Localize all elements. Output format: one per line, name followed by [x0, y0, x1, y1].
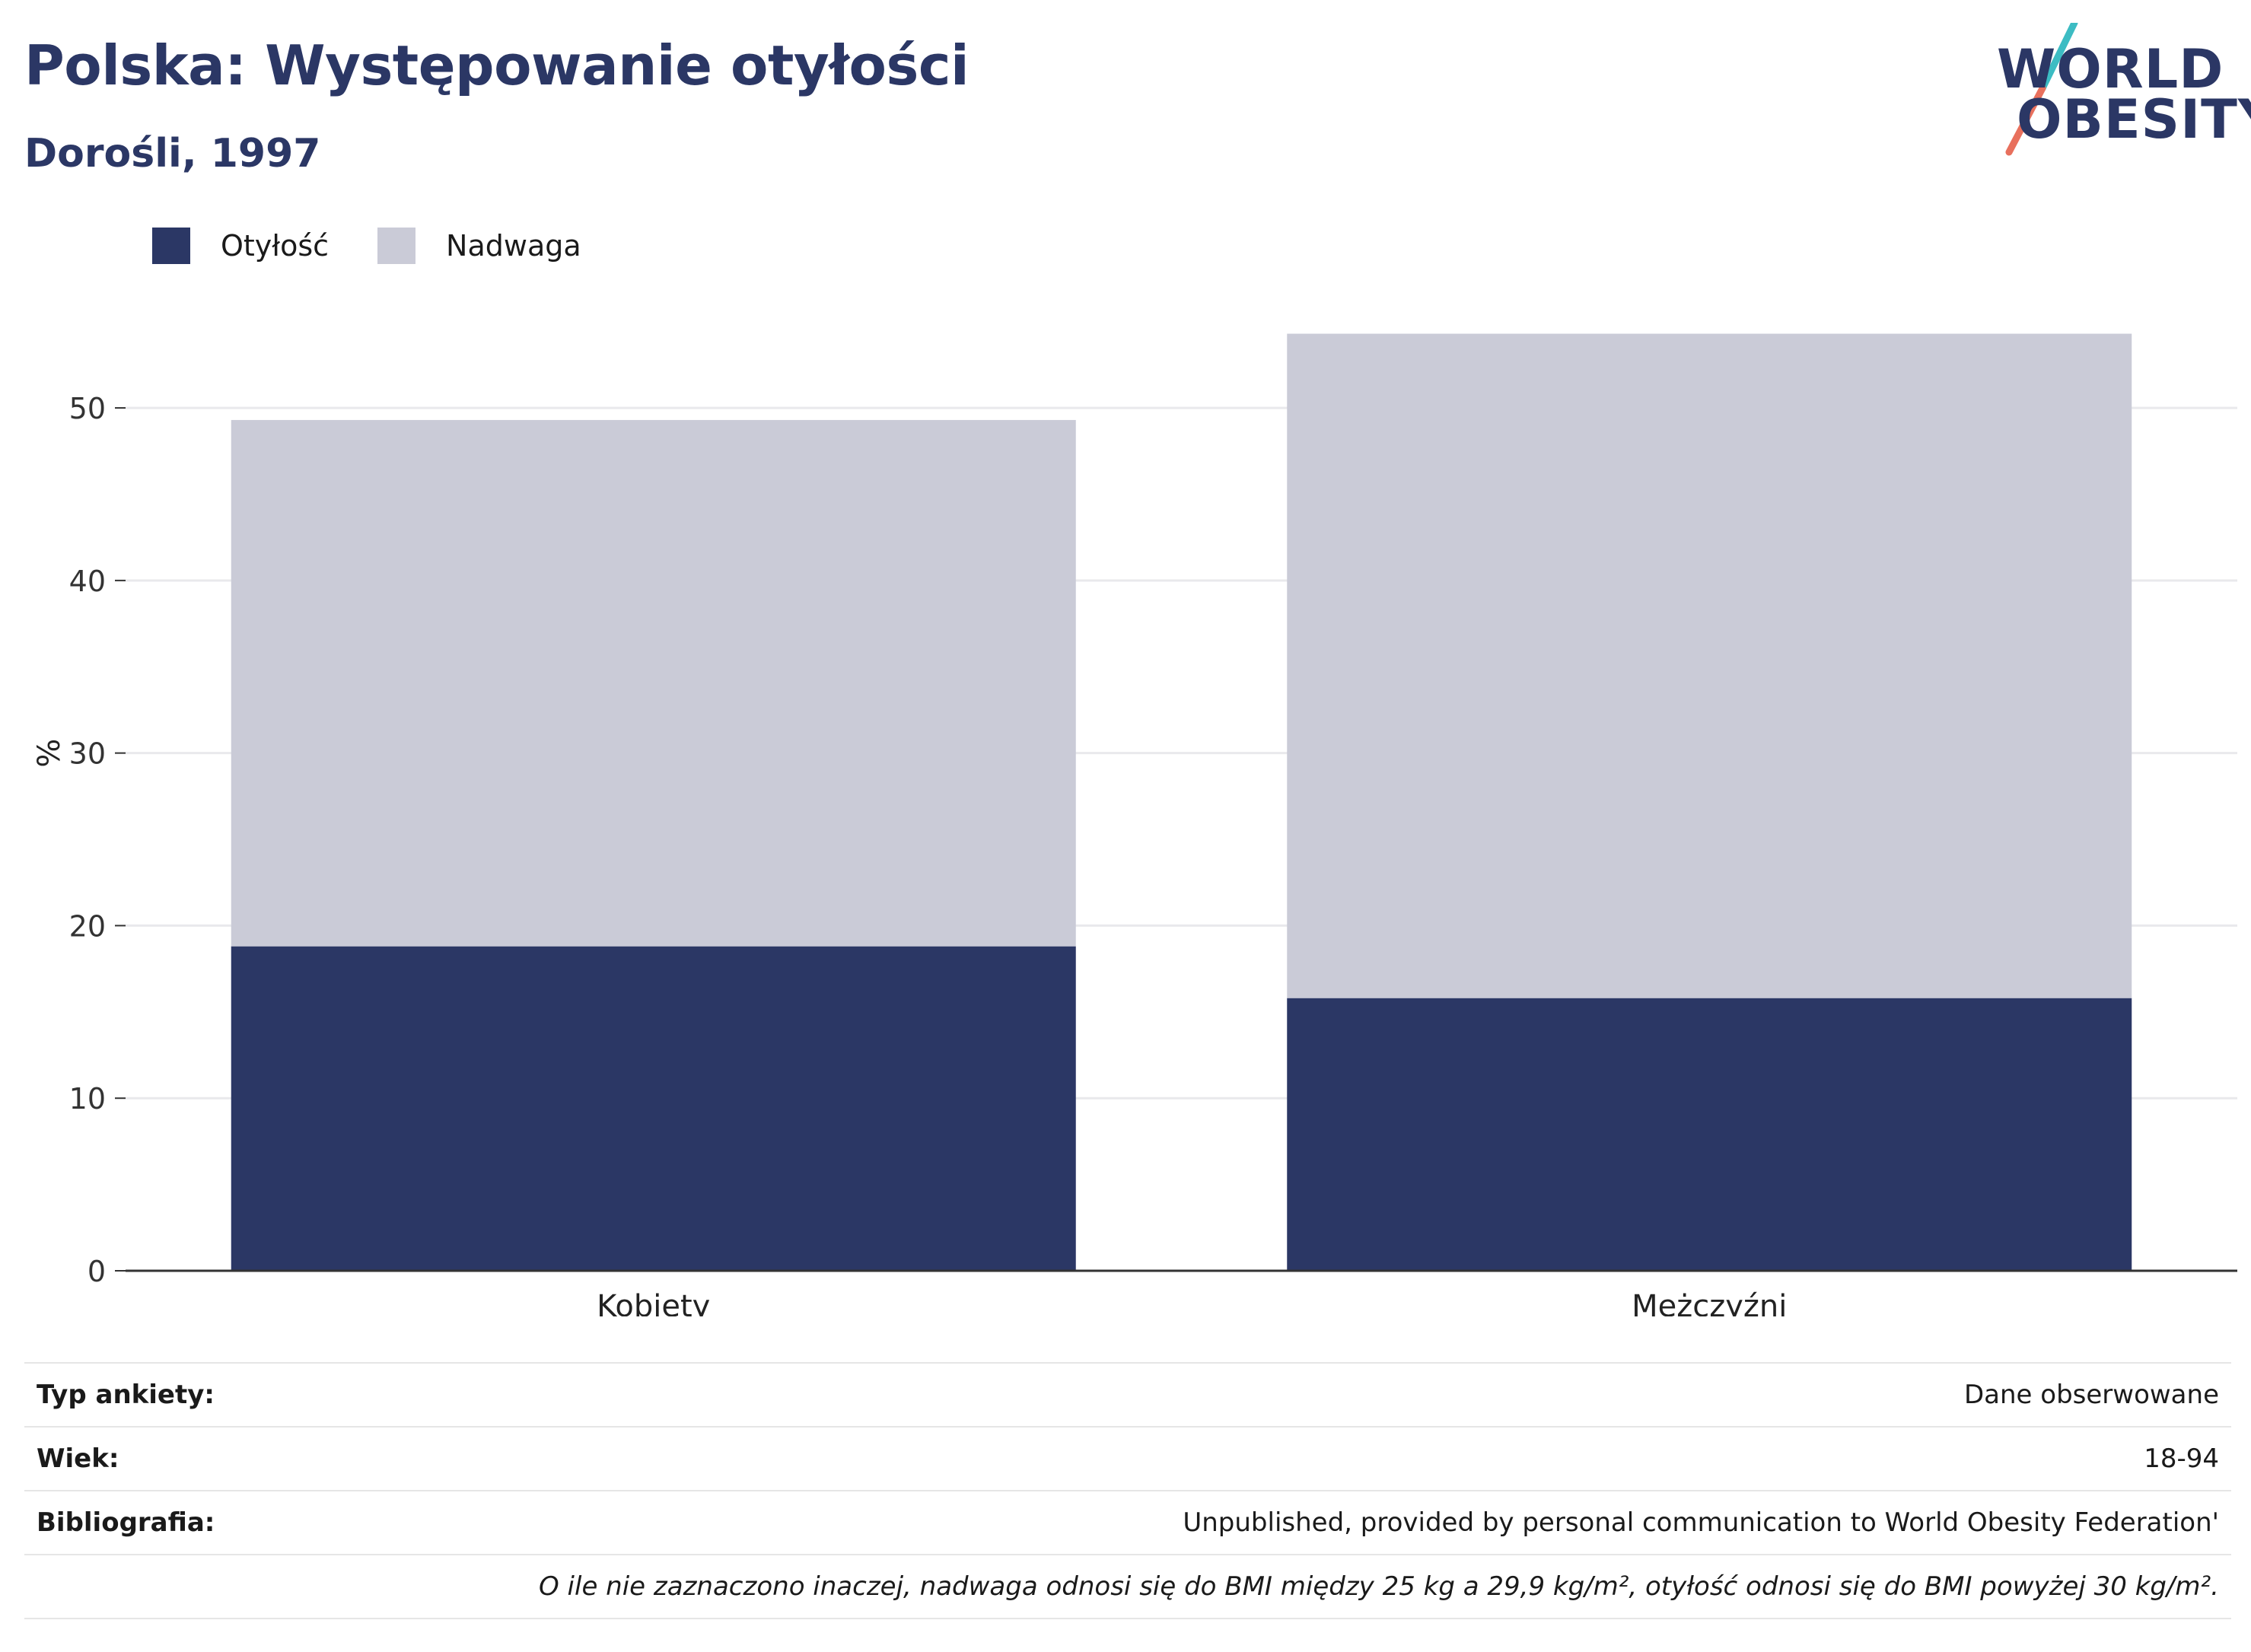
bar-obesity-0 — [231, 946, 1076, 1271]
stacked-bar-chart: 0 10 20 30 40 50% Kobiety Mężczyźni — [32, 333, 2237, 1316]
legend-item-obesity[interactable]: Otyłość — [152, 228, 329, 264]
y-tick-label: 10 — [69, 1082, 106, 1116]
bar-overweight-1 — [1287, 333, 2132, 998]
x-tick-label: Kobiety — [597, 1289, 710, 1316]
info-value-survey-type: Dane obserwowane — [1963, 1380, 2219, 1410]
x-tick-label: Mężczyźni — [1632, 1289, 1787, 1316]
world-obesity-logo: WORLD OBESITY — [1986, 23, 2251, 160]
y-tick-label: 50 — [69, 392, 106, 425]
legend-swatch-obesity — [152, 228, 190, 264]
chart-title: Polska: Występowanie otyłości — [24, 33, 969, 97]
legend-label-overweight: Nadwaga — [446, 229, 581, 263]
legend: Otyłość Nadwaga — [152, 227, 630, 265]
info-label-survey-type: Typ ankiety: — [37, 1380, 215, 1410]
info-label-bibliography: Bibliografia: — [37, 1507, 215, 1538]
y-axis-label: % — [32, 739, 67, 768]
info-row-bibliography: Bibliografia: Unpublished, provided by p… — [24, 1490, 2231, 1554]
y-tick-label: 20 — [69, 909, 106, 943]
bar-overweight-0 — [231, 419, 1076, 947]
legend-label-obesity: Otyłość — [221, 229, 330, 263]
bar-obesity-1 — [1287, 998, 2132, 1271]
logo-text-obesity: OBESITY — [2017, 88, 2251, 151]
info-row-note: O ile nie zaznaczono inaczej, nadwaga od… — [24, 1554, 2231, 1619]
chart-subtitle: Dorośli, 1997 — [24, 131, 321, 177]
info-row-survey-type: Typ ankiety: Dane obserwowane — [24, 1362, 2231, 1426]
y-tick-label: 30 — [69, 737, 106, 771]
info-row-age: Wiek: 18-94 — [24, 1426, 2231, 1490]
legend-item-overweight[interactable]: Nadwaga — [377, 228, 581, 264]
info-value-age: 18-94 — [2144, 1444, 2219, 1474]
info-label-age: Wiek: — [37, 1444, 119, 1474]
logo-text-world: WORLD — [1997, 38, 2224, 100]
logo-slash-icon — [2005, 23, 2078, 156]
info-value-bibliography: Unpublished, provided by personal commun… — [1183, 1507, 2219, 1538]
y-tick-label: 0 — [88, 1255, 106, 1288]
y-tick-label: 40 — [69, 565, 106, 598]
legend-swatch-overweight — [377, 228, 416, 264]
info-table: Typ ankiety: Dane obserwowane Wiek: 18-9… — [24, 1362, 2231, 1619]
bmi-definition-note: O ile nie zaznaczono inaczej, nadwaga od… — [538, 1571, 2219, 1602]
